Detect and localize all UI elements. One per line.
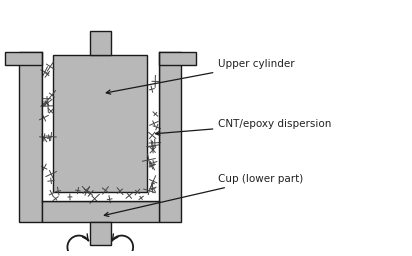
Text: Upper cylinder: Upper cylinder (106, 59, 295, 94)
Bar (53, 55, 147, 192)
Text: CNT/epoxy dispersion: CNT/epoxy dispersion (156, 119, 332, 135)
Bar (42, 201, 159, 222)
Bar (5, 52, 42, 65)
Bar (42, 52, 159, 201)
Bar (89, 222, 111, 245)
Bar (19, 52, 42, 222)
Bar (89, 31, 111, 55)
Bar (159, 52, 196, 65)
Text: Cup (lower part): Cup (lower part) (104, 174, 304, 216)
Bar (159, 52, 181, 222)
